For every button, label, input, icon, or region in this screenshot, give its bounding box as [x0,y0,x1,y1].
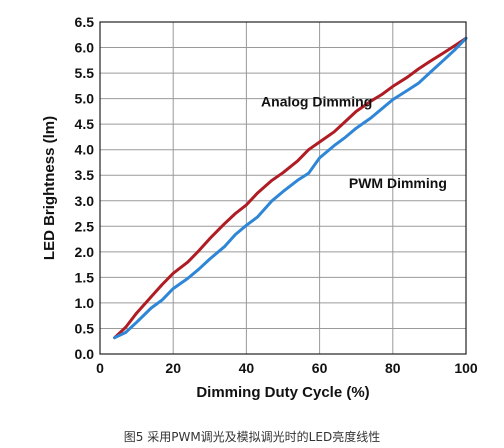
x-tick-label: 0 [96,360,104,376]
y-tick-label: 6.5 [75,14,95,30]
y-tick-label: 5.0 [75,91,95,107]
y-tick-label: 4.5 [75,116,95,132]
y-tick-label: 4.0 [75,142,95,158]
annotation-analog-dimming: Analog Dimming [261,93,372,109]
y-tick-label: 1.0 [75,295,95,311]
y-tick-label: 6.0 [75,40,95,56]
y-tick-label: 3.0 [75,193,95,209]
y-axis-ticks: 0.0 0.5 1.0 1.5 2.0 2.5 3.0 3.5 4.0 4.5 5.0 5.5 6.0 6… [75,14,95,362]
figure-caption: 图5 采用PWM调光及模拟调光时的LED亮度线性 [123,430,381,444]
x-tick-label: 80 [385,360,401,376]
x-axis-title: Dimming Duty Cycle (%) [196,384,369,401]
y-tick-label: 2.0 [75,244,95,260]
y-tick-label: 2.5 [75,218,95,234]
x-tick-label: 40 [239,360,255,376]
series-line-analog-dimming [113,36,468,340]
series-layer [113,36,468,340]
y-tick-label: 1.5 [75,269,95,285]
y-tick-label: 5.5 [75,65,95,81]
y-axis-title: LED Brightness (lm) [41,116,58,260]
annotation-pwm-dimming: PWM Dimming [349,175,447,191]
y-tick-label: 0.0 [75,346,95,362]
x-tick-label: 60 [312,360,328,376]
y-tick-label: 0.5 [75,320,95,336]
x-axis-ticks: 0 20 40 60 80 100 [96,360,478,376]
plot-frame [99,21,467,355]
chart: 0 20 40 60 80 100 0.0 0.5 1.0 1.5 2.0 2.5 3.0 3.5 4.0… [41,14,478,401]
x-tick-label: 20 [165,360,181,376]
series-line-pwm-dimming [113,36,468,340]
y-tick-label: 3.5 [75,167,95,183]
x-tick-label: 100 [454,360,478,376]
